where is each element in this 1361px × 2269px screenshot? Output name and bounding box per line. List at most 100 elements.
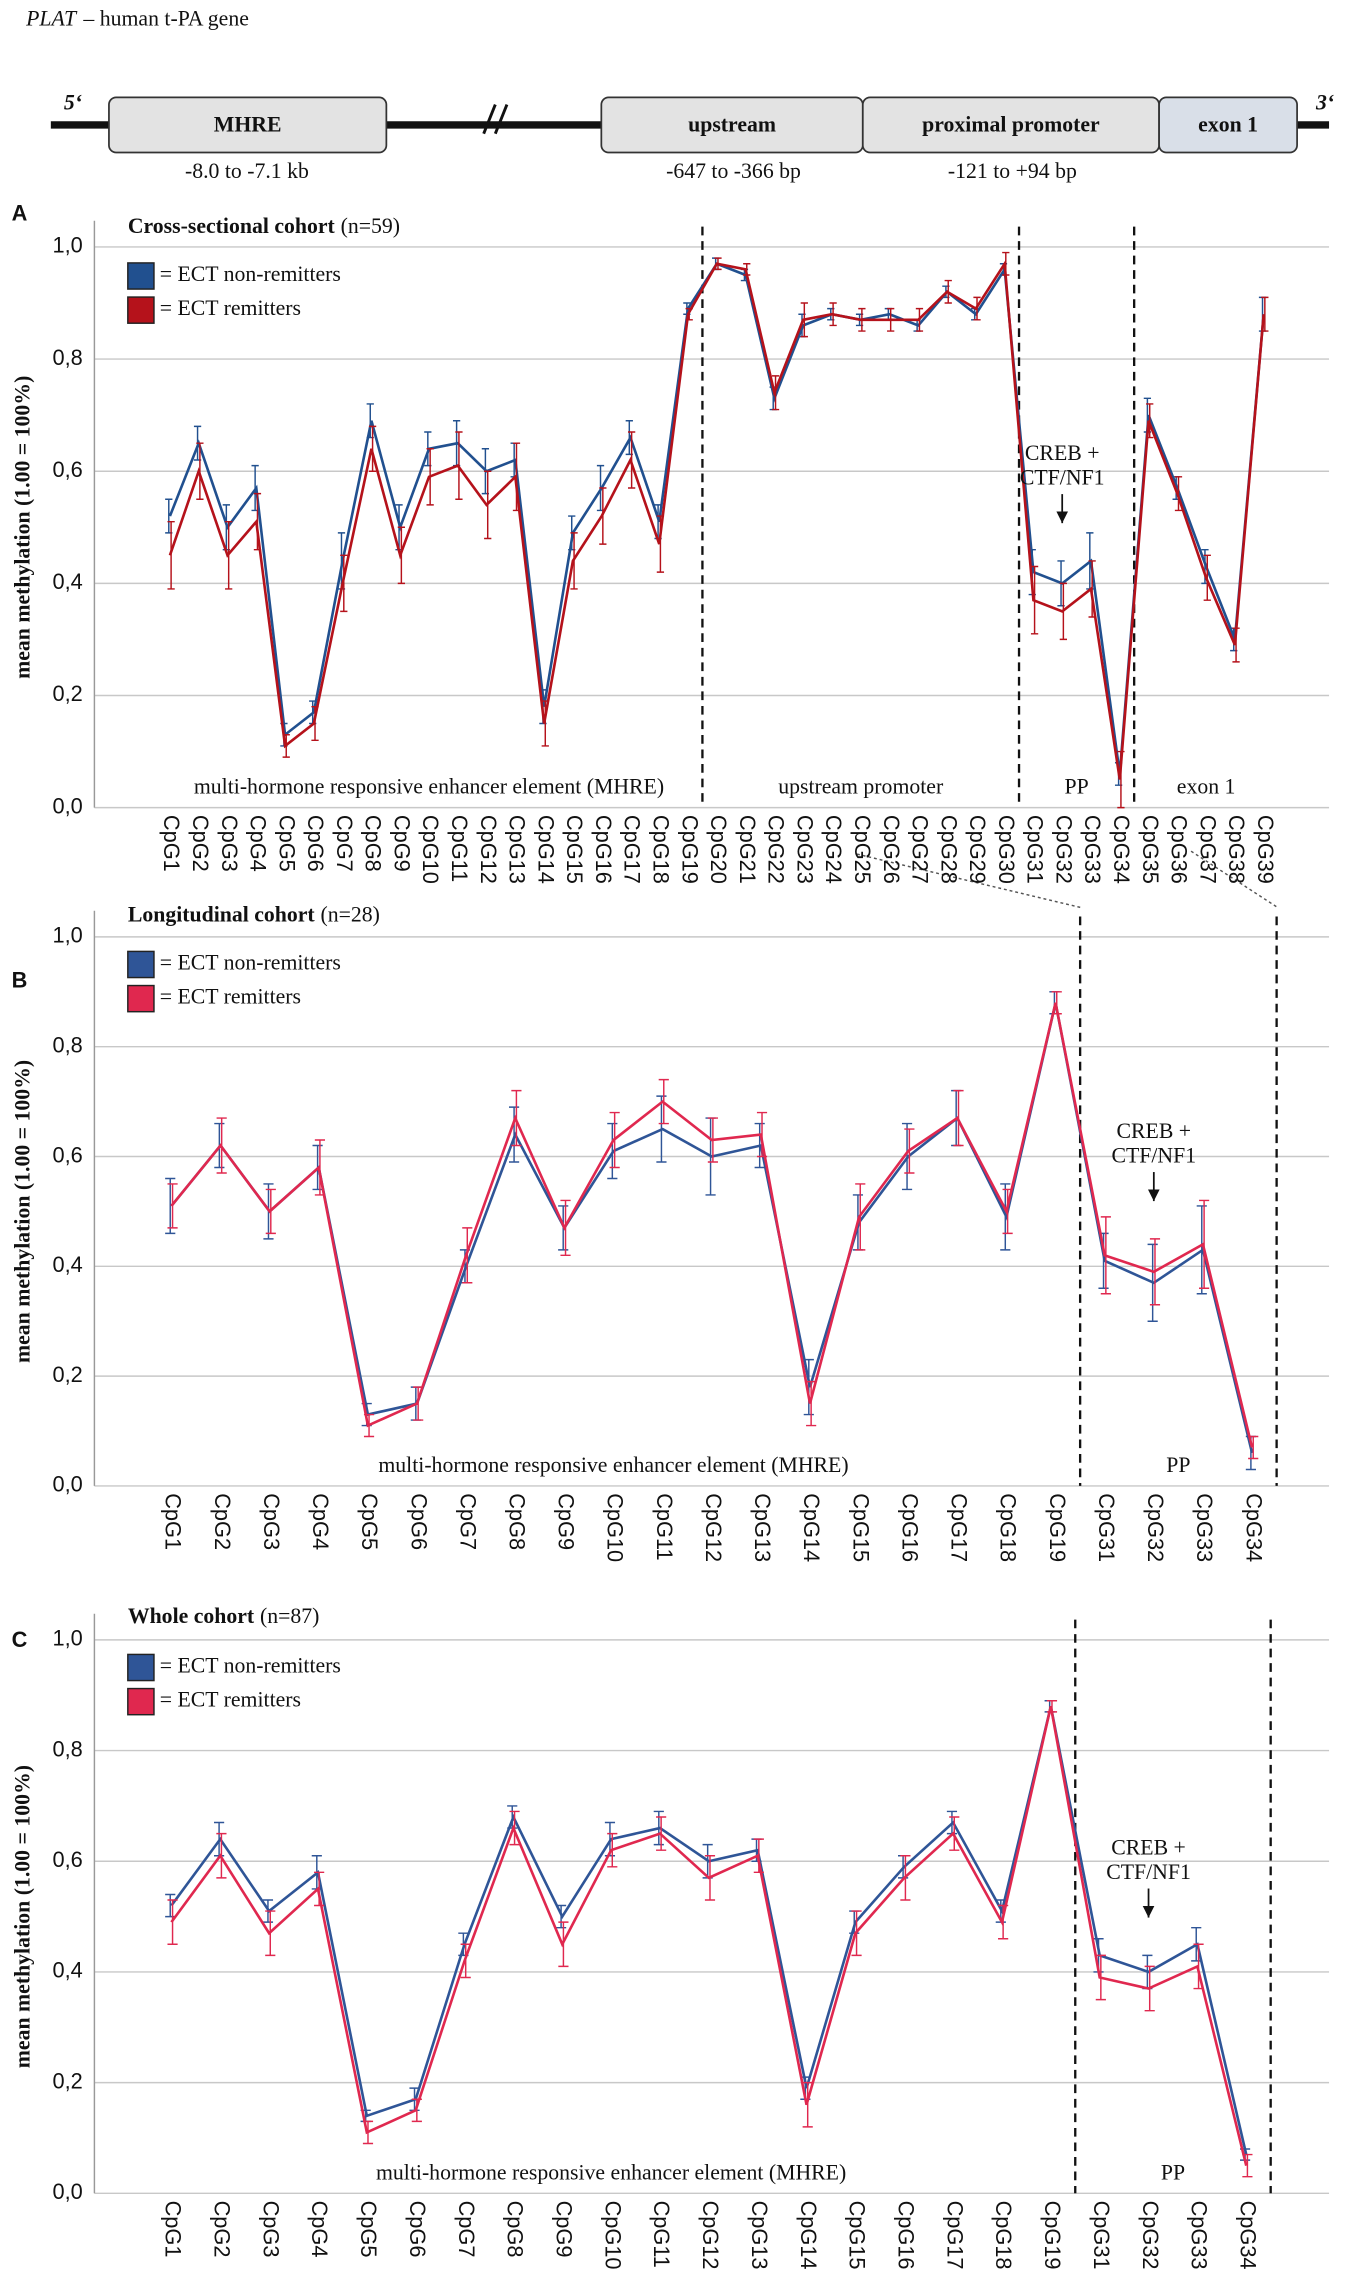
y-tick-label: 0,6: [53, 1142, 83, 1167]
y-tick-label: 0,6: [53, 1847, 83, 1872]
x-tick-label: CpG19: [677, 815, 702, 884]
error-bar: [806, 1380, 817, 1427]
x-tick-label: CpG32: [1138, 2201, 1163, 2269]
legend-label: = ECT remitters: [160, 296, 301, 320]
x-tick-label: CpG31: [1094, 1493, 1119, 1562]
y-tick-label: 0,0: [53, 1472, 83, 1497]
y-tick-label: 0,2: [53, 1362, 83, 1387]
error-bar: [460, 1943, 471, 1979]
error-bar: [887, 307, 895, 332]
error-bar: [314, 1871, 325, 1907]
error-bar: [541, 700, 549, 747]
gene-box-label: MHRE: [214, 112, 282, 136]
error-bar: [685, 307, 693, 321]
error-bar: [743, 263, 751, 276]
error-bar: [949, 1816, 960, 1851]
x-tick-label: CpG6: [406, 1493, 431, 1550]
x-tick-label: CpG5: [356, 2201, 381, 2258]
break-mark: [493, 104, 509, 135]
error-bar: [756, 1111, 768, 1158]
x-tick-label: CpG31: [1089, 2201, 1114, 2269]
x-tick-label: CpG13: [505, 815, 530, 884]
y-tick-label: 0,6: [53, 457, 83, 482]
legend-label: = ECT non-remitters: [160, 262, 341, 286]
gene-title: PLAT – human t-PA gene: [25, 6, 249, 30]
x-tick-label: CpG16: [897, 1493, 922, 1562]
y-tick-label: 0,0: [53, 2179, 83, 2204]
x-tick-label: CpG27: [908, 815, 933, 884]
x-tick-label: CpG16: [591, 815, 616, 884]
legend-label: = ECT non-remitters: [160, 950, 341, 974]
x-tick-label: CpG18: [991, 2201, 1016, 2269]
error-bar: [944, 279, 952, 304]
y-tick-label: 0,4: [53, 1958, 83, 1983]
x-tick-label: CpG17: [620, 815, 645, 884]
gene-box-label: exon 1: [1198, 112, 1258, 136]
x-tick-label: CpG3: [258, 2201, 283, 2258]
legend-swatch: [127, 1653, 155, 1682]
annotation-arrowhead: [1142, 1905, 1155, 1918]
legend-label: = ECT remitters: [160, 1688, 301, 1712]
error-bar: [915, 307, 924, 332]
error-bar: [829, 302, 837, 327]
chart-title-main: Cross-sectional cohort: [128, 214, 336, 238]
error-bar: [411, 2098, 422, 2123]
x-tick-label: CpG30: [994, 815, 1019, 884]
error-bar: [1174, 476, 1183, 512]
y-tick-label: 0,0: [53, 793, 83, 818]
x-tick-label: CpG19: [1040, 2201, 1065, 2269]
chart-title: Longitudinal cohort (n=28): [128, 903, 380, 927]
panel-letter: C: [12, 1627, 28, 1652]
error-bar: [1059, 582, 1067, 641]
error-bar: [704, 1855, 716, 1901]
error-bar: [253, 492, 262, 551]
annotation-text: CTF/NF1: [1111, 1144, 1196, 1168]
error-bar: [216, 1117, 227, 1174]
y-axis-label: mean methylation (1.00 = 100%): [11, 376, 35, 679]
x-tick-label: CpG34: [1241, 1493, 1266, 1562]
x-tick-label: CpG33: [1187, 2201, 1212, 2269]
error-bar: [1046, 1700, 1058, 1713]
error-bar: [214, 1821, 225, 1857]
region-label: PP: [1166, 1453, 1190, 1477]
x-tick-label: CpG14: [799, 1493, 824, 1562]
x-tick-label: CpG26: [879, 815, 904, 884]
chart-title-main: Longitudinal cohort: [128, 903, 316, 927]
error-bar: [167, 1899, 178, 1945]
x-tick-label: CpG32: [1143, 1493, 1168, 1562]
series-line: [170, 1706, 1248, 2155]
legend-label: = ECT remitters: [160, 985, 301, 1009]
x-tick-label: CpG10: [600, 2201, 625, 2269]
panel-letter: B: [12, 968, 28, 993]
x-tick-label: CpG5: [274, 815, 299, 872]
x-tick-label: CpG9: [554, 1493, 579, 1550]
panel-letter: A: [12, 201, 28, 226]
x-tick-label: CpG9: [389, 815, 414, 872]
x-tick-label: CpG33: [1080, 815, 1105, 884]
error-bar: [1100, 1216, 1111, 1295]
region-label: upstream promoter: [778, 775, 944, 799]
region-label: multi-hormone responsive enhancer elemen…: [378, 1453, 848, 1477]
region-label: PP: [1064, 775, 1088, 799]
error-bar: [225, 520, 233, 590]
error-bar: [707, 1117, 718, 1163]
error-bar: [314, 1139, 326, 1196]
region-label: multi-hormone responsive enhancer elemen…: [194, 775, 664, 799]
error-bar: [771, 375, 780, 411]
x-tick-label: CpG5: [357, 1493, 382, 1550]
x-tick-label: CpG18: [648, 815, 673, 884]
error-bar: [714, 257, 722, 271]
x-tick-label: CpG16: [894, 2201, 919, 2269]
x-tick-label: CpG31: [1023, 815, 1048, 884]
x-tick-label: CpG32: [1051, 815, 1076, 884]
error-bar: [656, 1816, 667, 1851]
error-bar: [455, 431, 463, 500]
x-tick-label: CpG11: [447, 815, 472, 882]
x-tick-label: CpG1: [159, 815, 184, 872]
error-bar: [165, 1177, 176, 1235]
error-bar: [1000, 1183, 1011, 1251]
x-tick-label: CpG18: [996, 1493, 1021, 1562]
error-bar: [946, 1810, 958, 1835]
error-bar: [803, 1358, 814, 1416]
x-tick-label: CpG17: [942, 2201, 967, 2269]
